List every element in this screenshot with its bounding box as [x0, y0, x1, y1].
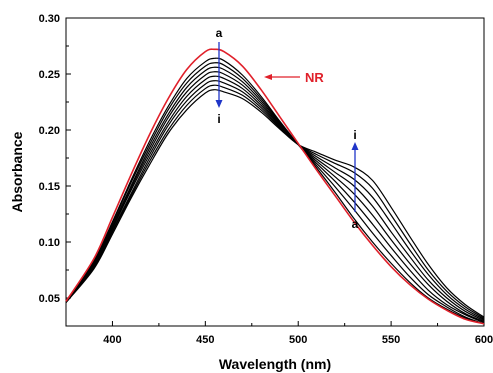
plot-area-border	[65, 17, 485, 327]
peak-label-bottom: i	[217, 112, 220, 126]
plot-frame	[65, 17, 485, 327]
y-tick-label: 0.25	[39, 69, 60, 81]
shoulder-arrow-head	[351, 142, 359, 150]
x-tick-label: 550	[382, 334, 400, 346]
series-line	[65, 62, 485, 325]
peak-arrow-head	[215, 100, 223, 108]
series-line	[65, 80, 485, 320]
series-line-nr	[65, 48, 485, 325]
axis-ticks: 400 450 500 550 600 0.05 0.10 0.15 0.20 0.25 0.30	[39, 13, 493, 346]
y-tick-label: 0.10	[39, 237, 60, 249]
y-axis-title: Absorbance	[9, 131, 25, 212]
shoulder-label-bottom: a	[352, 217, 359, 231]
y-tick-label: 0.05	[39, 293, 60, 305]
x-tick-label: 450	[196, 334, 214, 346]
y-tick-label: 0.20	[39, 125, 60, 137]
x-tick-label: 600	[475, 334, 493, 346]
x-tick-label: 500	[289, 334, 307, 346]
peak-label-top: a	[216, 26, 223, 40]
nr-arrow-head	[264, 74, 272, 80]
series-line	[65, 84, 485, 319]
series-line	[65, 75, 485, 321]
series-line	[65, 66, 485, 324]
series-line	[65, 57, 485, 325]
x-tick-label: 400	[103, 334, 121, 346]
y-tick-label: 0.30	[39, 13, 60, 25]
y-tick-label: 0.15	[39, 181, 60, 193]
shoulder-label-top: i	[353, 128, 356, 142]
x-axis-title: Wavelength (nm)	[219, 356, 331, 372]
series-line	[65, 71, 485, 323]
annotations: a i i a NR	[215, 26, 359, 231]
nr-label: NR	[305, 70, 324, 85]
series-line	[65, 89, 485, 318]
series-lines	[65, 48, 485, 325]
